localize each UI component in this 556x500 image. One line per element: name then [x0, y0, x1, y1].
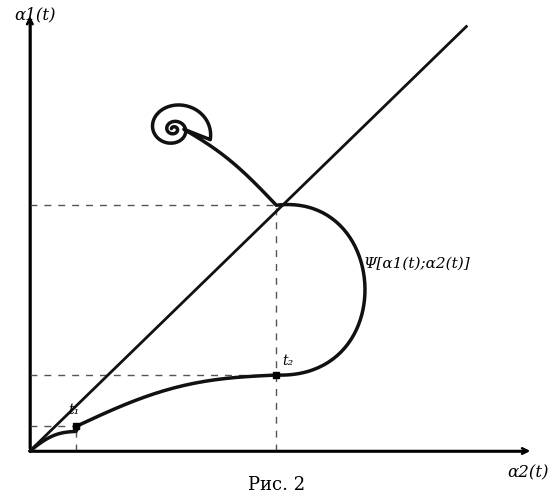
- Text: t₁: t₁: [68, 402, 79, 416]
- Text: Рис. 2: Рис. 2: [248, 476, 305, 494]
- Text: α2(t): α2(t): [507, 464, 549, 481]
- Text: Ψ[α1(t);α2(t)]: Ψ[α1(t);α2(t)]: [364, 256, 470, 270]
- Text: α1(t): α1(t): [14, 7, 56, 24]
- Text: t₂: t₂: [282, 354, 294, 368]
